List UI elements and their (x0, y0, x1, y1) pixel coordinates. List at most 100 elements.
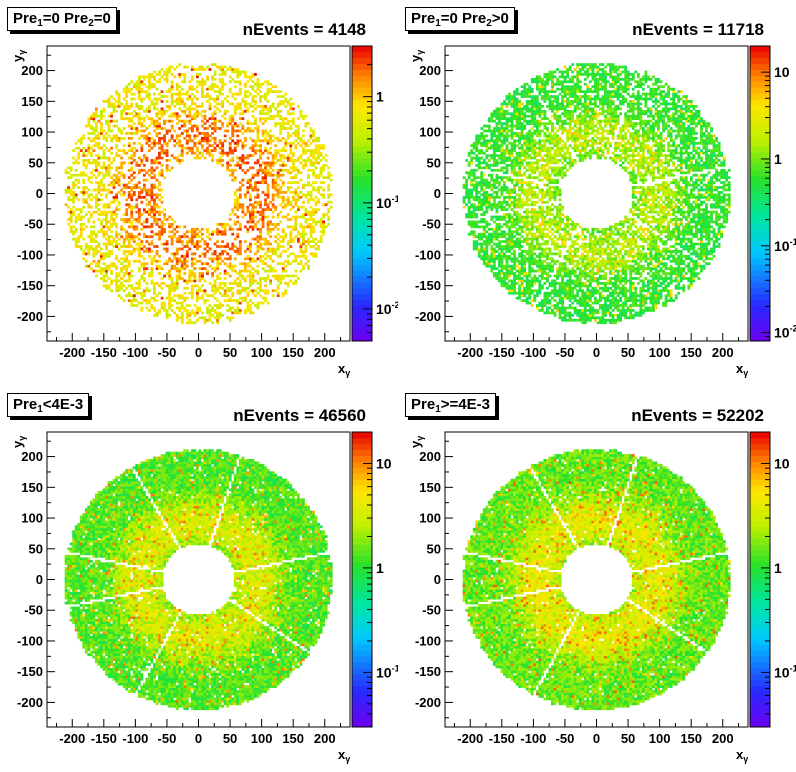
heatmap-cell (274, 107, 278, 111)
heatmap-cell (137, 156, 141, 160)
heatmap-cell (490, 134, 494, 138)
heatmap-cell (485, 193, 489, 197)
heatmap-cell (238, 245, 242, 248)
heatmap-cell (523, 149, 527, 153)
heatmap-cell (94, 203, 98, 207)
heatmap-cell (254, 151, 257, 155)
heatmap-cell (110, 252, 113, 256)
heatmap-cell (145, 114, 149, 118)
heatmap-cell (175, 313, 179, 317)
heatmap-cell (148, 132, 151, 135)
heatmap-cell (110, 230, 113, 234)
heatmap-cell (304, 183, 308, 187)
heatmap-cell (241, 154, 245, 157)
heatmap-cell (84, 154, 88, 157)
heatmap-cell (294, 279, 298, 283)
heatmap-cell (137, 75, 141, 79)
heatmap-cell (525, 149, 529, 153)
heatmap-cell (498, 114, 501, 118)
heatmap-cell (246, 156, 250, 160)
heatmap-cell (256, 161, 260, 165)
heatmap-cell (319, 218, 323, 221)
heatmap-cell (281, 119, 285, 123)
heatmap-cell (490, 168, 494, 172)
heatmap-cell (195, 309, 199, 312)
heatmap-cell (142, 294, 146, 298)
heatmap-cell (170, 309, 174, 312)
heatmap-cell (296, 262, 300, 266)
heatmap-cell (153, 97, 156, 101)
heatmap-cell (480, 225, 484, 229)
heatmap-cell (520, 164, 524, 167)
heatmap-cell (163, 136, 166, 140)
heatmap-cell (140, 309, 144, 312)
heatmap-cell (243, 156, 247, 160)
heatmap-cell (130, 154, 134, 157)
heatmap-cell (281, 227, 285, 231)
heatmap-cell (505, 176, 509, 180)
heatmap-cell (188, 112, 192, 116)
heatmap-cell (281, 245, 285, 248)
heatmap-cell (142, 267, 146, 271)
heatmap-cell (213, 97, 217, 101)
heatmap-cell (223, 250, 227, 253)
heatmap-cell (492, 205, 496, 209)
heatmap-cell (520, 102, 524, 106)
heatmap-cell (107, 205, 111, 209)
heatmap-cell (302, 205, 305, 209)
heatmap-cell (69, 213, 73, 216)
heatmap-cell (150, 274, 154, 278)
heatmap-cell (122, 117, 126, 121)
heatmap-cell (195, 146, 199, 150)
heatmap-cell (472, 205, 476, 209)
heatmap-cell (115, 274, 118, 278)
heatmap-cell (183, 296, 187, 300)
heatmap-cell (72, 161, 76, 165)
heatmap-cell (291, 117, 295, 121)
heatmap-cell (112, 220, 116, 224)
heatmap-cell (236, 141, 240, 145)
heatmap-cell (97, 250, 101, 253)
heatmap-cell (243, 193, 247, 197)
heatmap-cell (487, 193, 491, 197)
heatmap-cell (249, 178, 252, 182)
heatmap-cell (137, 193, 141, 197)
heatmap-cell (490, 144, 494, 148)
heatmap-cell (122, 186, 126, 189)
heatmap-cell (213, 122, 217, 125)
heatmap-cell (223, 282, 227, 285)
heatmap-cell (503, 230, 506, 234)
heatmap-cell (153, 213, 156, 216)
heatmap-cell (158, 173, 161, 177)
heatmap-cell (256, 136, 260, 140)
heatmap-cell (304, 159, 308, 162)
heatmap-cell (110, 161, 113, 165)
heatmap-cell (327, 193, 331, 197)
heatmap-cell (107, 267, 111, 271)
heatmap-cell (256, 105, 260, 108)
heatmap-cell (480, 205, 484, 209)
heatmap-cell (190, 68, 194, 71)
heatmap-cell (271, 198, 275, 202)
heatmap-cell (246, 205, 250, 209)
heatmap-cell (150, 191, 154, 194)
heatmap-cell (243, 105, 247, 108)
heatmap-cell (505, 112, 509, 116)
heatmap-cell (508, 257, 511, 261)
heatmap-cell (173, 232, 177, 236)
heatmap-cell (132, 127, 136, 130)
heatmap-cell (188, 237, 192, 241)
heatmap-cell (137, 181, 141, 184)
heatmap-cell (94, 200, 98, 204)
heatmap-cell (208, 139, 212, 143)
heatmap-cell (223, 291, 227, 295)
heatmap-cell (284, 259, 288, 263)
heatmap-cell (236, 311, 240, 315)
heatmap-cell (296, 208, 300, 212)
heatmap-cell (259, 149, 262, 153)
heatmap-cell (289, 151, 293, 155)
heatmap-cell (513, 262, 516, 266)
heatmap-cell (294, 227, 298, 231)
heatmap-cell (140, 97, 144, 101)
heatmap-cell (281, 117, 285, 121)
